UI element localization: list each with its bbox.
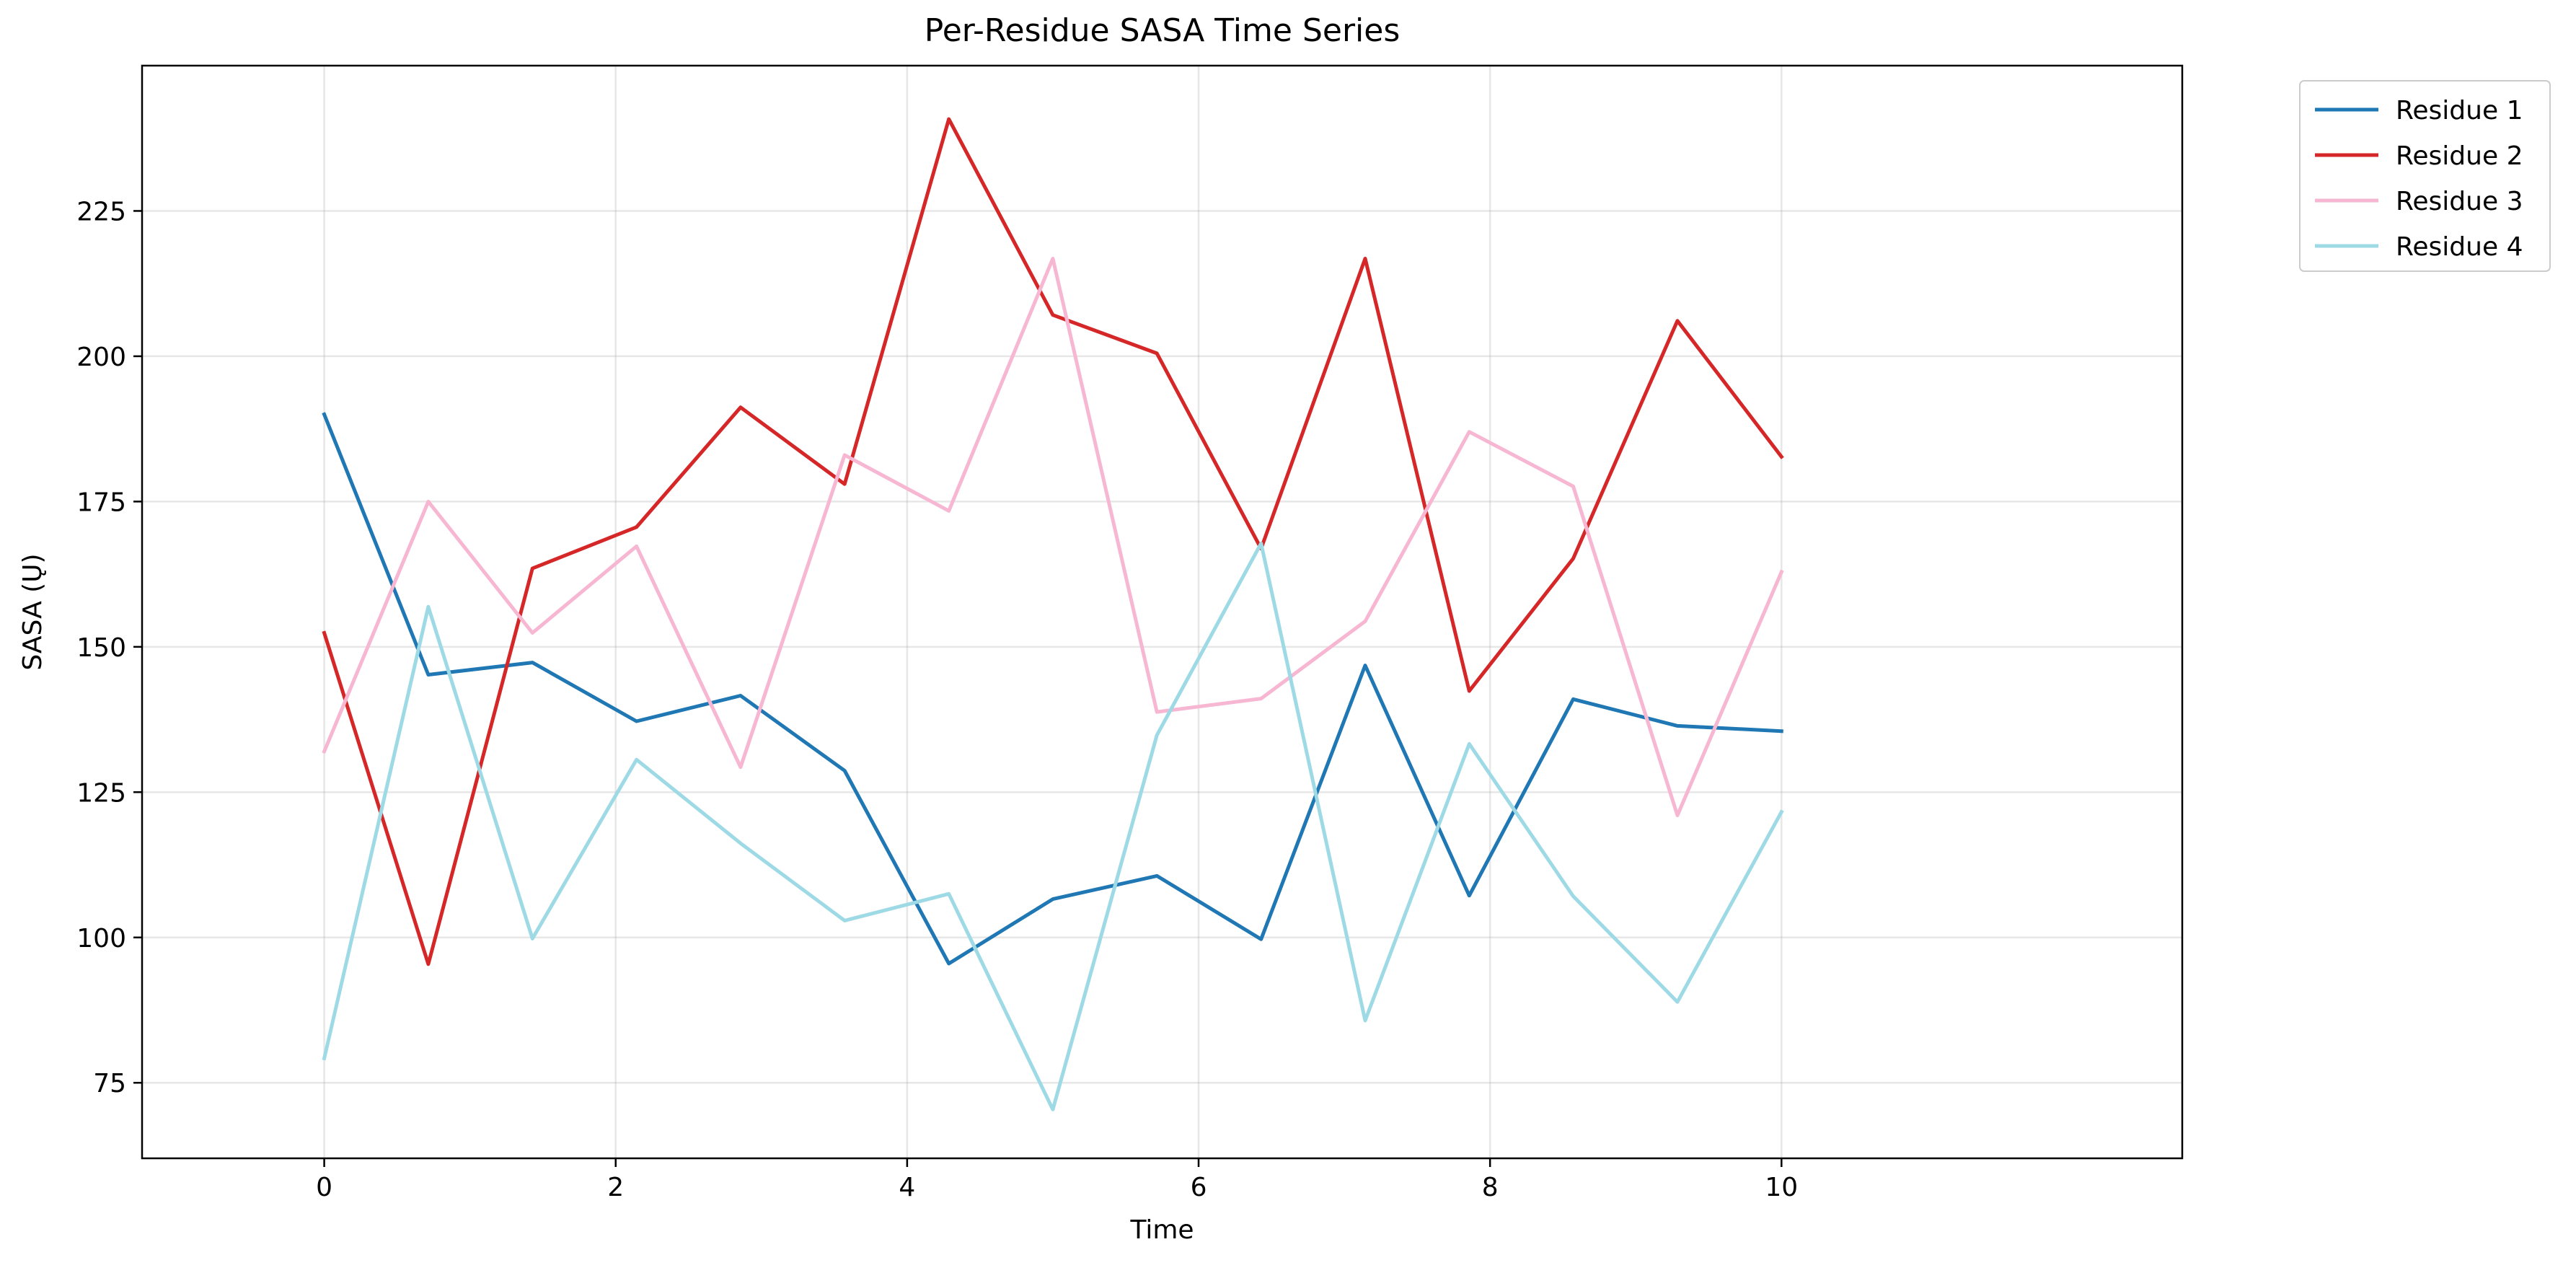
series-line-residue-2 [322,117,1784,966]
y-axis-ticks: 75 100 125 150 175 200 225 [76,197,142,1098]
x-tick-label: 10 [1765,1173,1798,1202]
y-tick-label: 150 [76,633,126,663]
legend-label-residue-4: Residue 4 [2396,232,2523,262]
x-tick-label: 8 [1482,1173,1499,1202]
series-line-residue-1 [322,412,1783,966]
y-tick-label: 125 [76,778,126,808]
y-tick-label: 75 [93,1069,126,1098]
y-tick-label: 175 [76,488,126,517]
series-lines [322,117,1784,1111]
legend: Residue 1 Residue 2 Residue 3 Residue 4 [2299,80,2551,272]
x-tick-label: 0 [316,1173,332,1202]
legend-label-residue-2: Residue 2 [2396,141,2523,171]
legend-label-residue-3: Residue 3 [2396,187,2523,216]
legend-label-residue-1: Residue 1 [2396,96,2523,125]
x-tick-label: 4 [899,1173,915,1202]
y-axis-label: SASA (Ų) [18,553,48,670]
x-axis-label: Time [1129,1215,1194,1245]
chart-title: Per-Residue SASA Time Series [925,12,1401,49]
grid [142,66,2182,1158]
x-axis-ticks: 0 2 4 6 8 10 [316,1158,1798,1202]
x-tick-label: 2 [607,1173,624,1202]
series-line-residue-3 [322,257,1784,817]
y-tick-label: 100 [76,924,126,953]
x-tick-label: 6 [1191,1173,1207,1202]
y-tick-label: 225 [76,197,126,226]
series-line-residue-4 [322,541,1784,1111]
y-tick-label: 200 [76,343,126,372]
plot-frame [141,64,2184,1160]
legend-box [2299,80,2551,272]
